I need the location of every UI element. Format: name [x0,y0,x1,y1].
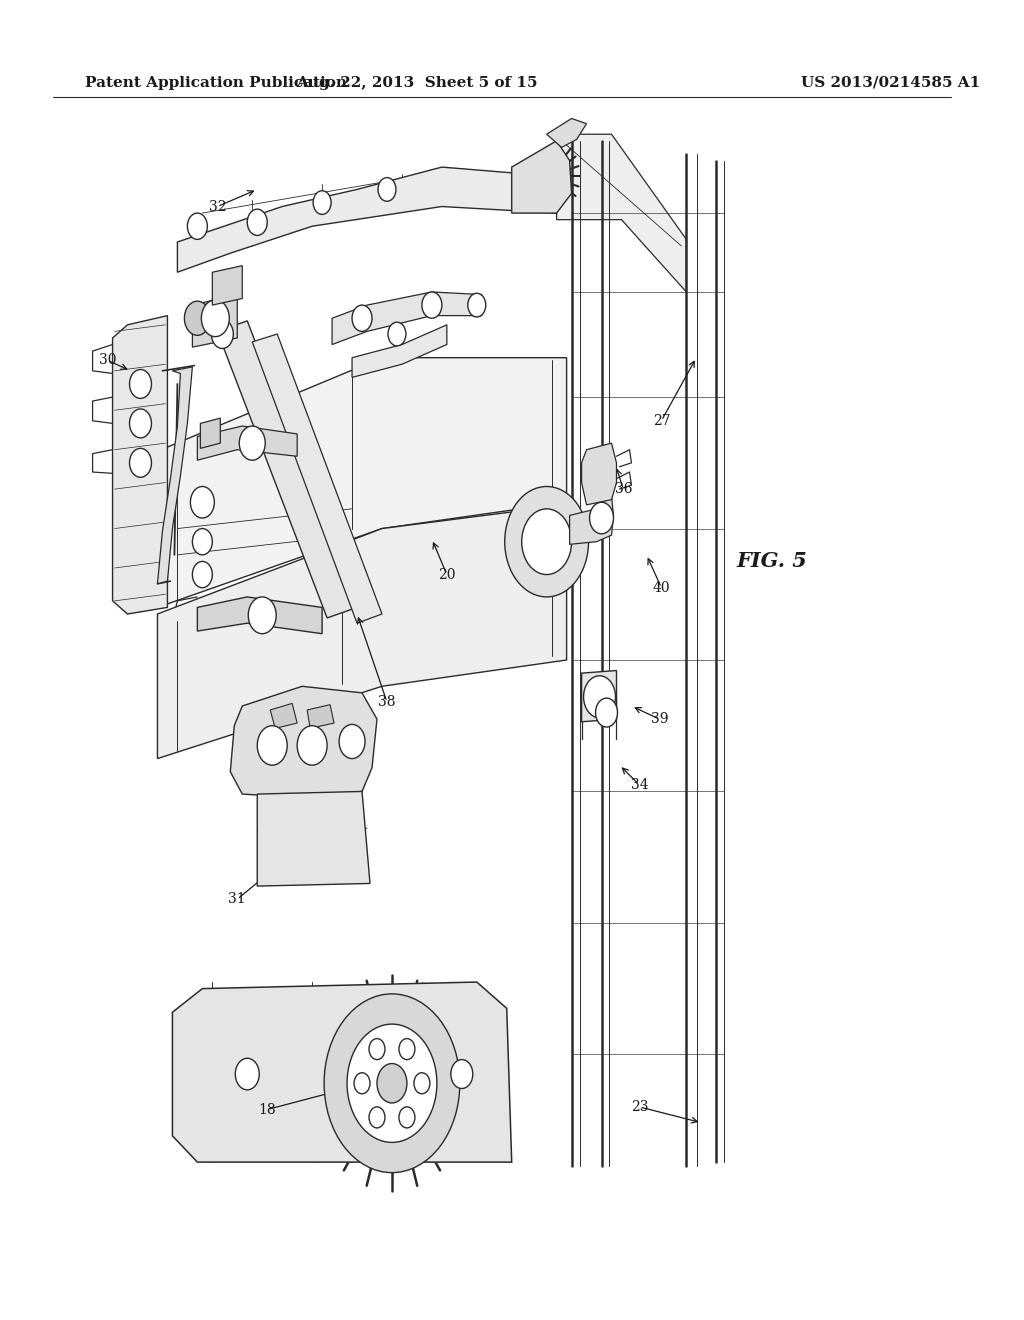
Polygon shape [257,792,370,886]
Circle shape [129,449,152,478]
Circle shape [468,293,485,317]
Polygon shape [352,325,446,378]
Circle shape [399,1107,415,1127]
Circle shape [339,725,365,759]
Polygon shape [252,334,382,623]
Circle shape [451,1060,473,1089]
Polygon shape [230,686,377,799]
Text: 27: 27 [652,413,671,428]
Circle shape [347,1024,437,1142]
Circle shape [584,676,615,718]
Text: 36: 36 [614,482,632,496]
Circle shape [399,1039,415,1060]
Circle shape [369,1107,385,1127]
Polygon shape [512,141,571,213]
Text: 32: 32 [209,199,226,214]
Text: 38: 38 [378,696,395,709]
Circle shape [325,994,460,1172]
Circle shape [257,726,287,766]
Polygon shape [582,671,616,722]
Polygon shape [332,292,481,345]
Circle shape [350,1059,374,1090]
Circle shape [193,528,212,554]
Circle shape [414,1073,430,1094]
Circle shape [129,409,152,438]
Text: 18: 18 [258,1102,276,1117]
Circle shape [369,1039,385,1060]
Circle shape [313,191,331,214]
Text: US 2013/0214585 A1: US 2013/0214585 A1 [801,77,980,90]
Circle shape [184,301,210,335]
Text: 39: 39 [650,713,668,726]
Circle shape [422,292,442,318]
Circle shape [377,1064,407,1104]
Circle shape [187,213,207,239]
Circle shape [202,300,229,337]
Polygon shape [198,597,323,634]
Circle shape [521,508,571,574]
Text: 34: 34 [631,777,648,792]
Circle shape [388,322,406,346]
Polygon shape [201,418,220,449]
Polygon shape [198,426,297,461]
Circle shape [211,319,233,348]
Circle shape [190,487,214,517]
Circle shape [505,487,589,597]
Polygon shape [217,321,357,618]
Text: 20: 20 [438,568,456,582]
Text: 23: 23 [631,1100,648,1114]
Circle shape [240,426,265,461]
Polygon shape [547,119,587,148]
Circle shape [352,305,372,331]
Text: 31: 31 [228,892,246,907]
Polygon shape [113,315,168,614]
Text: Aug. 22, 2013  Sheet 5 of 15: Aug. 22, 2013 Sheet 5 of 15 [296,77,538,90]
Circle shape [378,178,396,201]
Circle shape [236,1059,259,1090]
Polygon shape [212,265,243,305]
Polygon shape [158,504,566,759]
Polygon shape [582,444,616,504]
Polygon shape [557,135,686,292]
Circle shape [596,698,617,727]
Circle shape [193,561,212,587]
Circle shape [590,503,613,533]
Polygon shape [193,294,238,347]
Polygon shape [177,168,557,272]
Circle shape [129,370,152,399]
Circle shape [248,597,276,634]
Text: FIG. 5: FIG. 5 [736,552,807,572]
Circle shape [354,1073,370,1094]
Polygon shape [172,982,512,1162]
Circle shape [247,209,267,235]
Text: 30: 30 [98,354,117,367]
Polygon shape [158,358,566,607]
Text: Patent Application Publication: Patent Application Publication [85,77,346,90]
Polygon shape [569,496,613,544]
Polygon shape [158,367,193,583]
Polygon shape [270,704,297,729]
Circle shape [297,726,327,766]
Polygon shape [307,705,334,729]
Text: 40: 40 [652,581,671,595]
